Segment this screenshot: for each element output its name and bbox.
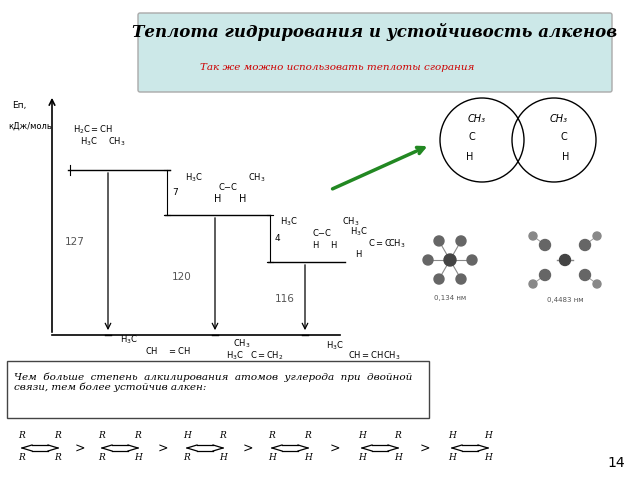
Text: $\mathsf{H_3C}$: $\mathsf{H_3C}$	[244, 361, 262, 373]
Text: R: R	[54, 453, 61, 462]
Text: $\mathsf{CH_3}$: $\mathsf{CH_3}$	[342, 216, 360, 228]
Text: $\mathsf{CH}$: $\mathsf{CH}$	[137, 359, 150, 370]
Text: R: R	[19, 453, 26, 462]
Text: >: >	[420, 443, 430, 456]
Text: $\mathsf{H_3C}$: $\mathsf{H_3C}$	[350, 226, 368, 239]
Text: 0,134 нм: 0,134 нм	[434, 295, 466, 301]
Text: Теплота гидрирования и устойчивость алкенов: Теплота гидрирования и устойчивость алке…	[132, 23, 618, 41]
Text: 14: 14	[607, 456, 625, 470]
Text: 119: 119	[240, 382, 260, 392]
Circle shape	[559, 254, 570, 265]
Text: кДж/моль: кДж/моль	[8, 122, 52, 131]
Text: >: >	[157, 443, 168, 456]
Text: R: R	[184, 453, 190, 462]
Text: R: R	[99, 453, 106, 462]
Text: Еп,: Еп,	[12, 101, 26, 110]
Text: H: H	[563, 152, 570, 162]
Text: H: H	[448, 431, 456, 440]
Text: 116: 116	[275, 294, 295, 304]
Text: $\mathsf{H_3C}$: $\mathsf{H_3C}$	[226, 349, 244, 361]
Text: CH₃: CH₃	[550, 114, 568, 124]
Text: R: R	[99, 431, 106, 440]
Text: $\mathsf{CH_3}$: $\mathsf{CH_3}$	[248, 171, 266, 183]
Text: R: R	[220, 431, 227, 440]
Text: H: H	[268, 453, 276, 462]
Text: R: R	[305, 431, 312, 440]
Text: $\mathsf{C{-}C}$: $\mathsf{C{-}C}$	[312, 227, 332, 238]
Text: H: H	[358, 431, 366, 440]
Circle shape	[444, 254, 456, 266]
Circle shape	[434, 236, 444, 246]
Circle shape	[593, 280, 601, 288]
Circle shape	[540, 269, 550, 280]
Text: $\mathsf{C{-}C}$: $\mathsf{C{-}C}$	[218, 181, 238, 192]
Text: $\mathsf{CH_3}$: $\mathsf{CH_3}$	[108, 136, 125, 148]
Text: $\mathsf{CH_3}$: $\mathsf{CH_3}$	[233, 337, 250, 349]
Text: >: >	[330, 443, 340, 456]
Text: $\mathsf{CH_3}$: $\mathsf{CH_3}$	[137, 371, 154, 384]
Text: $\mathsf{=CH}$: $\mathsf{=CH}$	[167, 345, 191, 356]
Text: R: R	[134, 431, 141, 440]
Text: CH₃: CH₃	[468, 114, 486, 124]
Text: $\mathsf{H_2C{=}CH}$: $\mathsf{H_2C{=}CH}$	[73, 123, 113, 135]
Text: 4: 4	[275, 234, 280, 243]
Text: $\mathsf{CH_3}$: $\mathsf{CH_3}$	[388, 237, 406, 250]
Text: R: R	[395, 431, 401, 440]
Text: $\mathsf{H}$: $\mathsf{H}$	[213, 192, 221, 204]
Circle shape	[456, 236, 466, 246]
Text: $\mathsf{C{=}C}$: $\mathsf{C{=}C}$	[368, 237, 392, 248]
Text: >: >	[75, 443, 85, 456]
Circle shape	[456, 274, 466, 284]
Text: $\mathsf{H}$: $\mathsf{H}$	[312, 239, 319, 250]
Text: H: H	[183, 431, 191, 440]
Circle shape	[579, 269, 591, 280]
Text: $\mathsf{C{=}CH_2}$: $\mathsf{C{=}CH_2}$	[250, 349, 284, 361]
Text: $\mathsf{H}$: $\mathsf{H}$	[238, 192, 246, 204]
Circle shape	[529, 280, 537, 288]
Text: $\mathsf{H}$: $\mathsf{H}$	[355, 248, 362, 259]
FancyBboxPatch shape	[7, 361, 429, 418]
Text: C: C	[561, 132, 568, 142]
Text: R: R	[19, 431, 26, 440]
Text: >: >	[243, 443, 253, 456]
Text: H: H	[304, 453, 312, 462]
Circle shape	[467, 255, 477, 265]
Text: R: R	[54, 431, 61, 440]
Text: $\mathsf{H_3C}$: $\mathsf{H_3C}$	[185, 171, 203, 183]
Text: 120: 120	[172, 272, 192, 282]
Text: $\mathsf{H_3C}$: $\mathsf{H_3C}$	[120, 333, 138, 346]
Text: H: H	[358, 453, 366, 462]
Text: $\mathsf{H_3C}$: $\mathsf{H_3C}$	[80, 136, 98, 148]
Circle shape	[423, 255, 433, 265]
Circle shape	[593, 232, 601, 240]
Text: H: H	[134, 453, 142, 462]
Text: $\mathsf{H}$: $\mathsf{H}$	[330, 239, 337, 250]
Text: Так же можно использовать теплоты сгорания: Так же можно использовать теплоты сгоран…	[200, 62, 474, 72]
Text: $\mathsf{H_3C}$: $\mathsf{H_3C}$	[326, 339, 344, 351]
Text: H: H	[219, 453, 227, 462]
Text: H: H	[484, 431, 492, 440]
Text: 0,4483 нм: 0,4483 нм	[547, 297, 583, 303]
Circle shape	[540, 240, 550, 251]
Text: H: H	[394, 453, 402, 462]
Text: 7: 7	[172, 188, 178, 197]
Text: 113: 113	[345, 382, 365, 392]
Text: $\mathsf{CH{=}CH}$: $\mathsf{CH{=}CH}$	[348, 349, 384, 360]
Text: H: H	[467, 152, 474, 162]
Text: C: C	[468, 132, 476, 142]
Text: $\mathsf{CH_3}$: $\mathsf{CH_3}$	[383, 349, 401, 361]
Text: Чем  больше  степень  алкилирования  атомов  углерода  при  двойной
связи, тем б: Чем больше степень алкилирования атомов …	[14, 372, 412, 393]
Text: H: H	[448, 453, 456, 462]
FancyBboxPatch shape	[138, 13, 612, 92]
Circle shape	[434, 274, 444, 284]
Text: 127: 127	[65, 237, 85, 247]
Text: R: R	[269, 431, 275, 440]
Text: H: H	[484, 453, 492, 462]
Text: $\mathsf{CH}$: $\mathsf{CH}$	[145, 345, 158, 356]
Circle shape	[529, 232, 537, 240]
Text: $\mathsf{H_3C}$: $\mathsf{H_3C}$	[280, 216, 298, 228]
Text: 127: 127	[135, 382, 155, 392]
Text: $\mathsf{CH_3}$: $\mathsf{CH_3}$	[340, 361, 358, 373]
Circle shape	[579, 240, 591, 251]
